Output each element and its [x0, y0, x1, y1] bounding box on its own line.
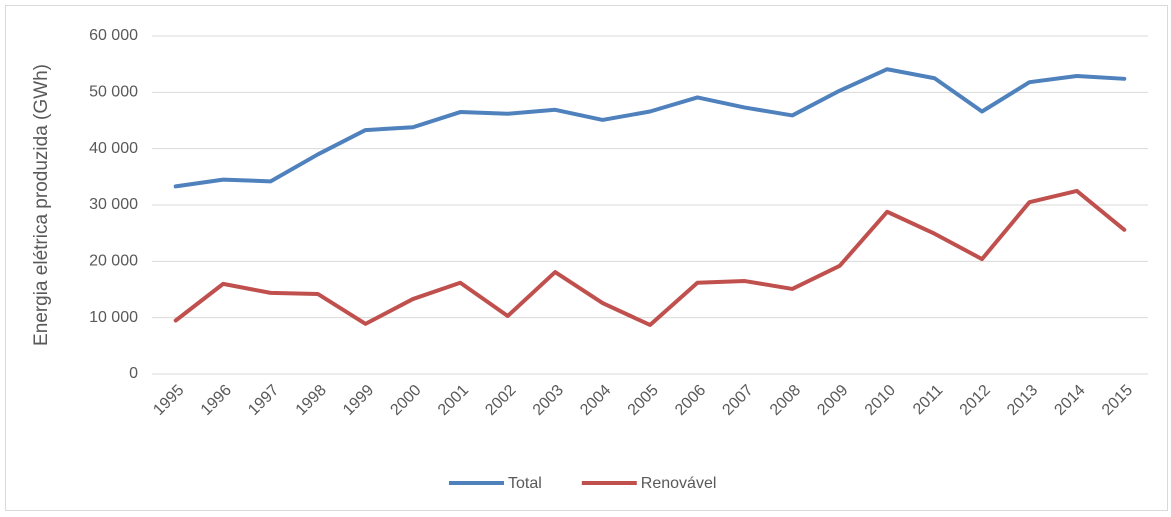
y-tick-label: 10 000 [89, 309, 138, 326]
y-axis-label: Energia elétrica produzida (GWh) [31, 64, 52, 346]
chart-border [5, 5, 1168, 511]
y-tick-label: 20 000 [89, 253, 138, 270]
y-tick-label: 50 000 [89, 84, 138, 101]
y-tick-label: 60 000 [89, 27, 138, 44]
series-line [173, 188, 1127, 327]
series-line [173, 67, 1127, 189]
legend-label: Renovável [641, 475, 717, 492]
legend-label: Total [508, 475, 542, 492]
y-tick-label: 40 000 [89, 140, 138, 157]
y-tick-label: 0 [129, 365, 138, 382]
y-tick-label: 30 000 [89, 196, 138, 213]
